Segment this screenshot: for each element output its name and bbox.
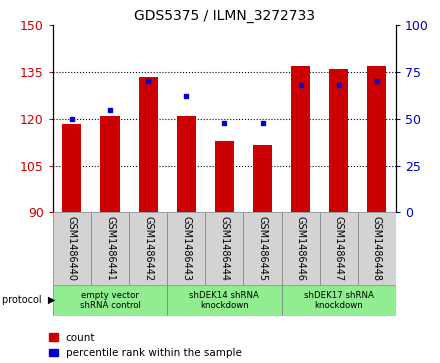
- Bar: [167, 212, 205, 285]
- Text: GSM1486444: GSM1486444: [220, 216, 229, 281]
- Bar: [139, 77, 158, 212]
- Text: GSM1486445: GSM1486445: [257, 216, 268, 281]
- Bar: [205, 212, 243, 285]
- Text: GSM1486443: GSM1486443: [181, 216, 191, 281]
- Text: empty vector
shRNA control: empty vector shRNA control: [80, 291, 140, 310]
- Bar: [62, 123, 81, 212]
- Bar: [253, 145, 272, 212]
- Legend: count, percentile rank within the sample: count, percentile rank within the sample: [49, 333, 242, 358]
- Bar: [129, 212, 167, 285]
- Bar: [243, 212, 282, 285]
- Text: shDEK14 shRNA
knockdown: shDEK14 shRNA knockdown: [190, 291, 259, 310]
- Bar: [282, 212, 320, 285]
- Text: GSM1486441: GSM1486441: [105, 216, 115, 281]
- Text: GSM1486440: GSM1486440: [67, 216, 77, 281]
- Text: GSM1486448: GSM1486448: [372, 216, 382, 281]
- Bar: [329, 69, 348, 212]
- Bar: [367, 66, 386, 212]
- Text: shDEK17 shRNA
knockdown: shDEK17 shRNA knockdown: [304, 291, 374, 310]
- Bar: [291, 66, 310, 212]
- Bar: [177, 116, 196, 212]
- Bar: [320, 212, 358, 285]
- Bar: [53, 285, 167, 316]
- Bar: [100, 116, 120, 212]
- Bar: [215, 141, 234, 212]
- Bar: [167, 285, 282, 316]
- Bar: [53, 212, 91, 285]
- Text: GSM1486446: GSM1486446: [296, 216, 306, 281]
- Text: GSM1486442: GSM1486442: [143, 216, 153, 281]
- Title: GDS5375 / ILMN_3272733: GDS5375 / ILMN_3272733: [134, 9, 315, 23]
- Bar: [282, 285, 396, 316]
- Text: protocol  ▶: protocol ▶: [2, 295, 55, 305]
- Bar: [358, 212, 396, 285]
- Text: GSM1486447: GSM1486447: [334, 216, 344, 281]
- Bar: [91, 212, 129, 285]
